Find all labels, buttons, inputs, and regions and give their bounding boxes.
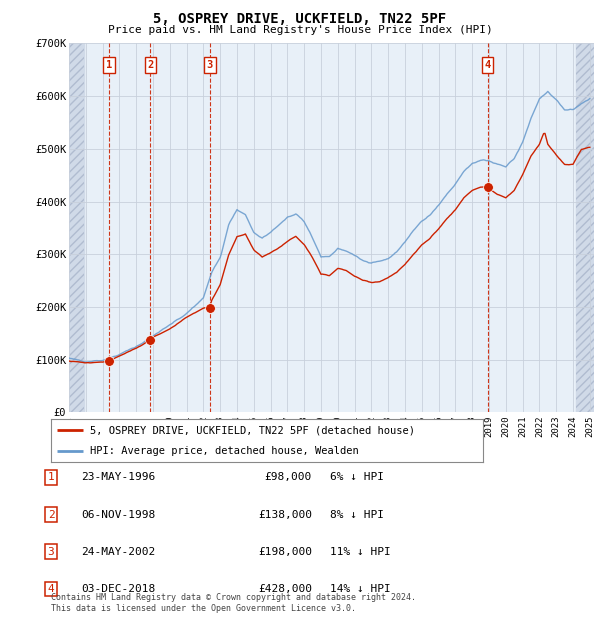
Bar xyxy=(576,43,594,412)
Text: 3: 3 xyxy=(47,547,55,557)
Bar xyxy=(69,43,85,412)
Text: Price paid vs. HM Land Registry's House Price Index (HPI): Price paid vs. HM Land Registry's House … xyxy=(107,25,493,35)
Text: £138,000: £138,000 xyxy=(258,510,312,520)
Text: 14% ↓ HPI: 14% ↓ HPI xyxy=(330,584,391,594)
Text: 11% ↓ HPI: 11% ↓ HPI xyxy=(330,547,391,557)
Bar xyxy=(69,43,85,412)
Text: HPI: Average price, detached house, Wealden: HPI: Average price, detached house, Weal… xyxy=(90,446,359,456)
Text: 2: 2 xyxy=(147,60,154,70)
Text: £98,000: £98,000 xyxy=(265,472,312,482)
Text: Contains HM Land Registry data © Crown copyright and database right 2024.
This d: Contains HM Land Registry data © Crown c… xyxy=(51,593,416,613)
Text: 5, OSPREY DRIVE, UCKFIELD, TN22 5PF: 5, OSPREY DRIVE, UCKFIELD, TN22 5PF xyxy=(154,12,446,27)
Text: 1: 1 xyxy=(47,472,55,482)
Bar xyxy=(576,43,594,412)
Text: 6% ↓ HPI: 6% ↓ HPI xyxy=(330,472,384,482)
Text: 5, OSPREY DRIVE, UCKFIELD, TN22 5PF (detached house): 5, OSPREY DRIVE, UCKFIELD, TN22 5PF (det… xyxy=(90,425,415,435)
Text: 3: 3 xyxy=(206,60,213,70)
Text: 4: 4 xyxy=(47,584,55,594)
Text: 4: 4 xyxy=(485,60,491,70)
Text: 03-DEC-2018: 03-DEC-2018 xyxy=(81,584,155,594)
Text: 1: 1 xyxy=(106,60,112,70)
Text: 06-NOV-1998: 06-NOV-1998 xyxy=(81,510,155,520)
Text: £198,000: £198,000 xyxy=(258,547,312,557)
Text: 2: 2 xyxy=(47,510,55,520)
Text: 24-MAY-2002: 24-MAY-2002 xyxy=(81,547,155,557)
Text: £428,000: £428,000 xyxy=(258,584,312,594)
Text: 23-MAY-1996: 23-MAY-1996 xyxy=(81,472,155,482)
Text: 8% ↓ HPI: 8% ↓ HPI xyxy=(330,510,384,520)
